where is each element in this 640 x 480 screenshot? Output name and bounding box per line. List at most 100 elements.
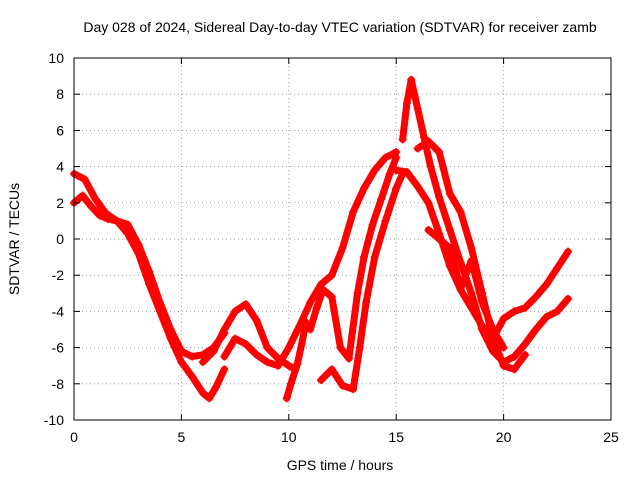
data-point-marker xyxy=(274,361,283,370)
data-point-marker xyxy=(209,347,218,356)
data-point-marker xyxy=(252,350,261,359)
data-point-marker xyxy=(402,168,411,177)
data-point-marker xyxy=(413,144,422,153)
data-point-marker xyxy=(370,253,379,262)
data-point-marker xyxy=(564,247,573,256)
data-point-marker xyxy=(398,135,407,144)
data-point-marker xyxy=(317,376,326,385)
y-tick-label: 8 xyxy=(56,86,64,102)
data-point-marker xyxy=(407,75,416,84)
y-tick-label: 0 xyxy=(56,231,64,247)
y-tick-label: 10 xyxy=(48,50,64,66)
x-tick-label: 0 xyxy=(70,429,78,445)
data-point-marker xyxy=(306,325,315,334)
data-point-marker xyxy=(510,365,519,374)
data-point-marker xyxy=(392,153,401,162)
x-tick-label: 25 xyxy=(603,429,619,445)
data-point-marker xyxy=(381,216,390,225)
data-point-marker xyxy=(542,280,551,289)
y-tick-label: -8 xyxy=(52,376,65,392)
data-point-marker xyxy=(166,325,175,334)
y-tick-label: -6 xyxy=(52,340,65,356)
data-point-marker xyxy=(435,148,444,157)
data-point-marker xyxy=(426,162,435,171)
data-point-marker xyxy=(284,343,293,352)
data-point-marker xyxy=(521,303,530,312)
series-line-track-10 xyxy=(424,226,508,352)
data-point-marker xyxy=(456,207,465,216)
data-point-marker xyxy=(499,314,508,323)
data-point-marker xyxy=(488,325,497,334)
data-point-marker xyxy=(564,294,573,303)
data-point-marker xyxy=(317,280,326,289)
data-point-marker xyxy=(445,225,454,234)
data-point-marker xyxy=(177,358,186,367)
data-point-marker xyxy=(553,263,562,272)
axis-ticks: 0 5 10 15 20 25 -10 -8 -6 -4 -2 0 2 4 6 8 10 xyxy=(44,50,619,445)
data-point-marker xyxy=(355,343,364,352)
x-tick-label: 10 xyxy=(281,429,297,445)
y-tick-label: 2 xyxy=(56,195,64,211)
data-point-marker xyxy=(338,381,347,390)
data-point-marker xyxy=(467,244,476,253)
data-point-marker xyxy=(353,289,362,298)
data-point-marker xyxy=(286,379,295,388)
data-point-marker xyxy=(252,316,261,325)
data-point-marker xyxy=(445,244,454,253)
data-point-marker xyxy=(413,104,422,113)
data-point-marker xyxy=(319,285,328,294)
data-point-marker xyxy=(284,361,293,370)
data-point-marker xyxy=(370,166,379,175)
data-point-marker xyxy=(220,325,229,334)
data-point-marker xyxy=(336,343,345,352)
data-point-marker xyxy=(435,235,444,243)
data-point-marker xyxy=(297,339,306,348)
data-point-marker xyxy=(467,289,476,298)
y-axis-label: SDTVAR / TECUs xyxy=(6,183,22,295)
data-point-marker xyxy=(413,182,422,191)
data-point-marker xyxy=(301,318,310,327)
data-point-marker xyxy=(445,189,454,198)
data-point-marker xyxy=(188,372,197,381)
data-point-marker xyxy=(312,303,321,312)
data-point-marker xyxy=(112,216,121,225)
data-point-marker xyxy=(344,354,353,363)
y-tick-label: 4 xyxy=(56,159,64,175)
data-point-marker xyxy=(402,99,411,108)
data-point-marker xyxy=(349,385,358,394)
data-point-marker xyxy=(359,253,368,262)
data-point-marker xyxy=(424,198,433,207)
data-point-marker xyxy=(80,175,89,184)
data-point-marker xyxy=(95,211,104,220)
data-point-marker xyxy=(241,339,250,348)
y-tick-label: -4 xyxy=(52,303,65,319)
data-point-marker xyxy=(87,202,96,211)
data-point-marker xyxy=(424,137,433,146)
data-point-marker xyxy=(435,193,444,202)
data-point-marker xyxy=(359,184,368,193)
data-point-marker xyxy=(392,166,401,175)
data-point-marker xyxy=(531,292,540,301)
data-point-marker xyxy=(510,307,519,316)
x-tick-label: 15 xyxy=(388,429,404,445)
data-point-marker xyxy=(456,283,465,292)
data-point-marker xyxy=(377,195,386,204)
x-tick-label: 20 xyxy=(496,429,512,445)
data-point-marker xyxy=(220,352,229,361)
series-line-track-6 xyxy=(317,170,407,393)
series-line-track-1 xyxy=(70,170,228,402)
data-point-marker xyxy=(220,365,229,374)
data-point-marker xyxy=(263,358,272,367)
data-point-marker xyxy=(205,394,214,403)
data-point-marker xyxy=(123,220,132,229)
data-point-marker xyxy=(155,298,164,307)
series-line-track-2 xyxy=(70,192,228,361)
data-point-marker xyxy=(282,394,291,403)
data-point-marker xyxy=(134,240,143,249)
data-point-marker xyxy=(349,207,358,216)
data-point-marker xyxy=(362,298,371,307)
data-series xyxy=(70,75,573,403)
data-point-marker xyxy=(392,184,401,193)
